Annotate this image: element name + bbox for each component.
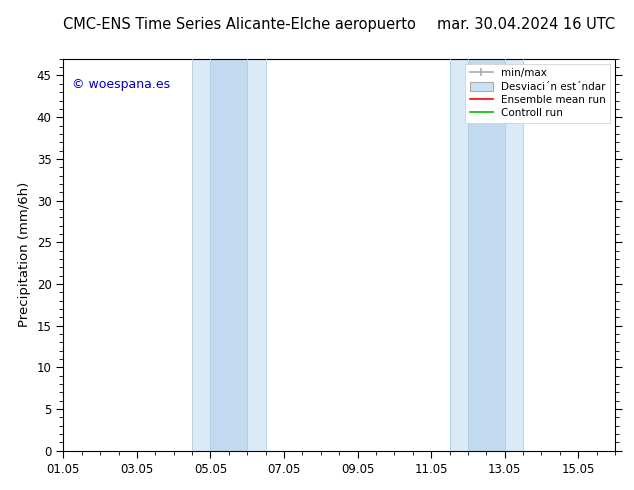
Bar xyxy=(468,59,505,451)
Legend: min/max, Desviaci´n est´ndar, Ensemble mean run, Controll run: min/max, Desviaci´n est´ndar, Ensemble m… xyxy=(465,64,610,122)
Bar xyxy=(450,59,523,451)
Text: CMC-ENS Time Series Alicante-Elche aeropuerto: CMC-ENS Time Series Alicante-Elche aerop… xyxy=(63,17,417,32)
Text: © woespana.es: © woespana.es xyxy=(72,78,170,92)
Text: mar. 30.04.2024 16 UTC: mar. 30.04.2024 16 UTC xyxy=(437,17,615,32)
Y-axis label: Precipitation (mm/6h): Precipitation (mm/6h) xyxy=(18,182,31,327)
Bar xyxy=(192,59,266,451)
Bar xyxy=(210,59,247,451)
